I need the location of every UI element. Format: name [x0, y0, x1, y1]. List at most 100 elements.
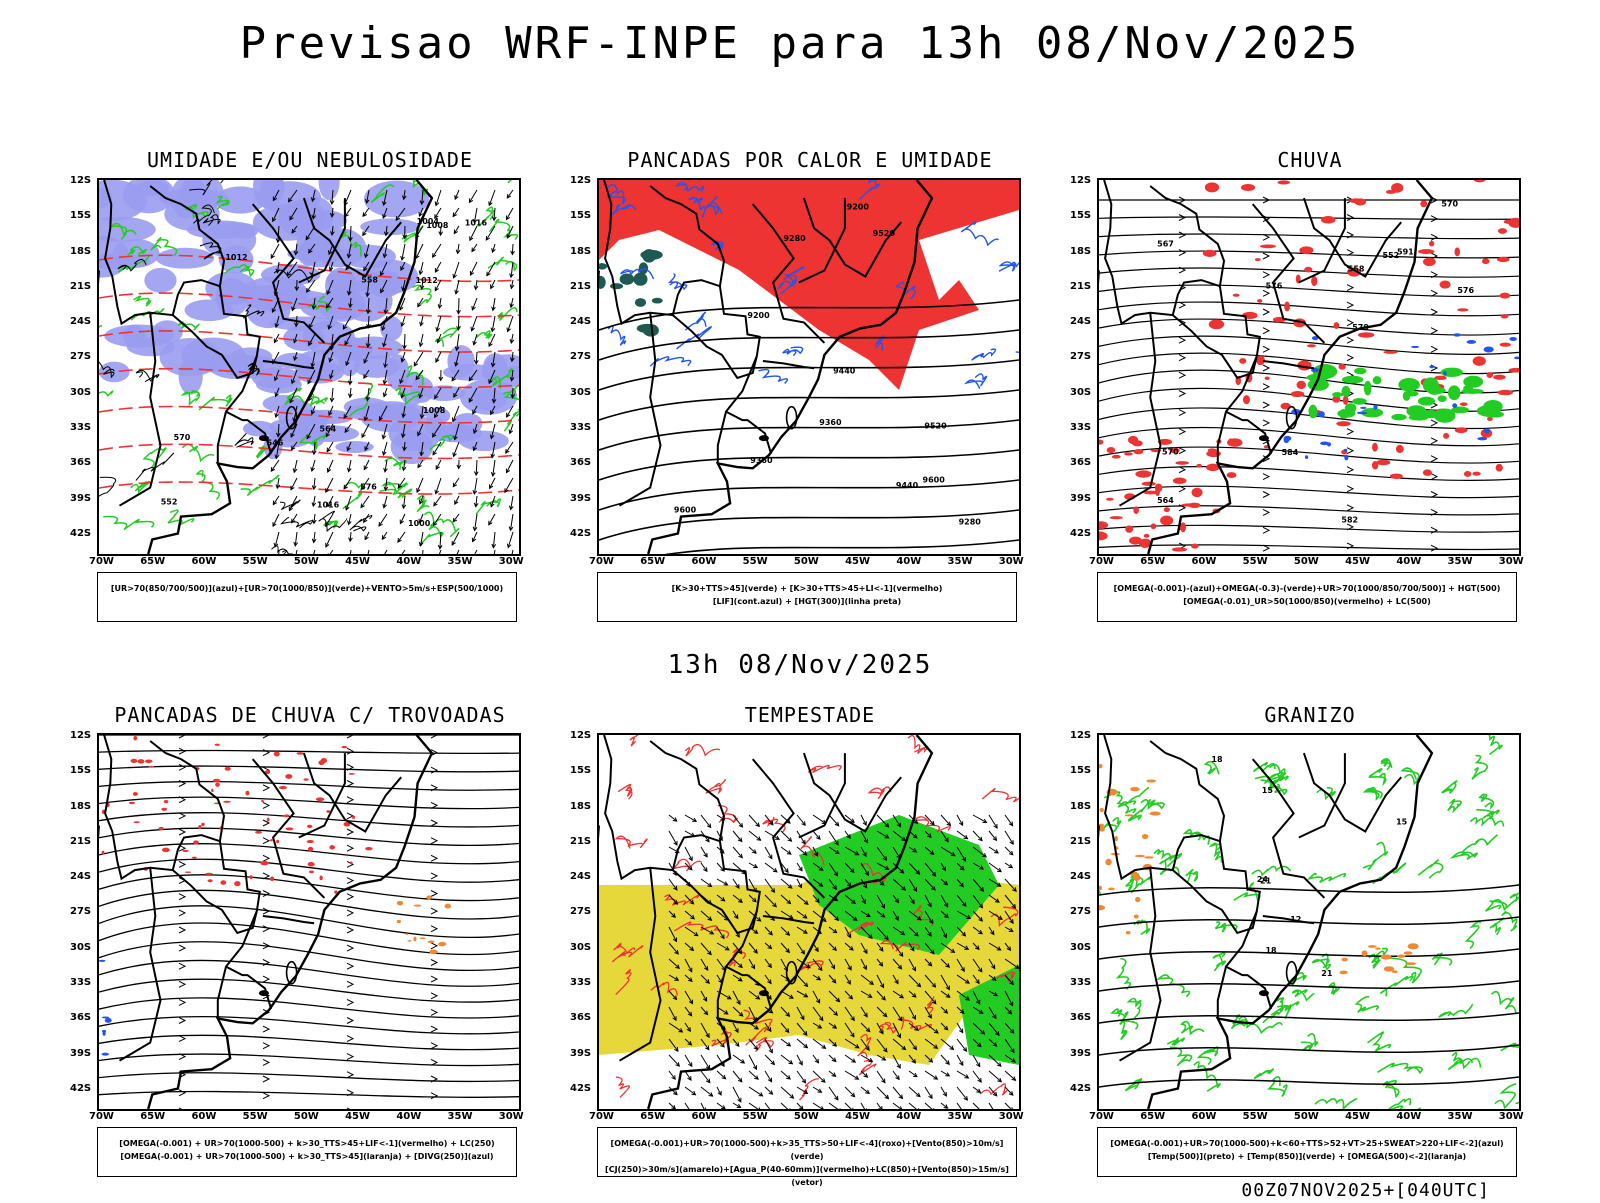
lon-tick-label: 35W — [1448, 556, 1473, 567]
lat-tick-label: 33S — [70, 977, 91, 988]
contour-label: 9280 — [959, 518, 982, 527]
lat-tick-label: 36S — [1070, 1012, 1091, 1023]
lat-tick-label: 12S — [1070, 175, 1091, 186]
lon-tick-label: 35W — [948, 1111, 973, 1122]
lat-tick-label: 27S — [1070, 351, 1091, 362]
lat-tick-label: 30S — [1070, 942, 1091, 953]
contour-label: 1016 — [317, 500, 340, 509]
contour-label: 18 — [1265, 946, 1277, 955]
contour-label: 570 — [1162, 447, 1179, 456]
contour-label: 21 — [1321, 969, 1333, 978]
lat-tick-label: 21S — [70, 281, 91, 292]
legend-line: [LIF](cont.azul) + [HGT(300)](linha pret… — [598, 595, 1016, 608]
lon-tick-label: 60W — [691, 1111, 716, 1122]
contour-label: 18 — [1211, 755, 1223, 764]
lon-tick-label: 45W — [345, 556, 370, 567]
lat-tick-label: 42S — [70, 528, 91, 539]
lon-tick-label: 45W — [345, 1111, 370, 1122]
lat-tick-label: 18S — [1070, 801, 1091, 812]
contour-label: 9360 — [819, 418, 842, 427]
lon-tick-label: 65W — [140, 556, 165, 567]
lon-tick-label: 35W — [448, 1111, 473, 1122]
legend-box: [K>30+TTS>45](verde) + [K>30+TTS>45+LI<-… — [597, 572, 1017, 622]
lat-tick-label: 21S — [1070, 281, 1091, 292]
contour-label: 15 — [1396, 817, 1408, 826]
lon-tick-label: 50W — [794, 556, 819, 567]
legend-line: [CJ(250)>30m/s](amarelo)+[Agua_P(40-60mm… — [598, 1163, 1016, 1189]
lat-tick-label: 12S — [1070, 730, 1091, 741]
panel-title: PANCADAS POR CALOR E UMIDADE — [570, 148, 1050, 172]
lon-tick-label: 50W — [294, 556, 319, 567]
lat-tick-label: 27S — [570, 906, 591, 917]
lon-tick-label: 35W — [1448, 1111, 1473, 1122]
lon-tick-label: 30W — [499, 556, 524, 567]
lat-tick-label: 27S — [1070, 906, 1091, 917]
lat-tick-label: 36S — [70, 1012, 91, 1023]
lon-tick-label: 35W — [948, 556, 973, 567]
lat-tick-label: 30S — [1070, 387, 1091, 398]
lon-tick-label: 45W — [1345, 556, 1370, 567]
lon-tick-label: 45W — [845, 556, 870, 567]
lat-tick-label: 39S — [1070, 1048, 1091, 1059]
legend-box: [OMEGA(-0.001)+UR>70(1000-500)+k>35_TTS>… — [597, 1127, 1017, 1177]
lon-tick-label: 70W — [89, 1111, 114, 1122]
lon-tick-label: 50W — [1294, 1111, 1319, 1122]
lon-tick-label: 55W — [1243, 1111, 1268, 1122]
legend-line: [OMEGA(-0.001)-(azul)+OMEGA(-0.3)-(verde… — [1098, 582, 1516, 595]
legend-line: [OMEGA(-0.001)+UR>70(1000-500)+k>35_TTS>… — [598, 1137, 1016, 1163]
lon-tick-label: 55W — [243, 1111, 268, 1122]
contour-label: 9440 — [833, 366, 856, 375]
lon-tick-label: 40W — [1396, 1111, 1421, 1122]
lat-tick-label: 27S — [70, 351, 91, 362]
contour-label: 576 — [360, 482, 377, 491]
contour-label: 1012 — [416, 276, 438, 285]
contour-label: 24 — [1257, 875, 1269, 884]
map-canvas — [99, 735, 519, 1109]
contour-label: 1012 — [225, 253, 247, 262]
lat-tick-label: 30S — [70, 942, 91, 953]
lat-tick-label: 33S — [1070, 422, 1091, 433]
legend-line: [OMEGA(-0.001) + UR>70(1000-500) + k>30_… — [98, 1150, 516, 1163]
lat-tick-label: 42S — [1070, 528, 1091, 539]
contour-label: 9600 — [674, 505, 697, 514]
lat-tick-label: 36S — [570, 457, 591, 468]
lat-tick-label: 24S — [70, 871, 91, 882]
lat-tick-label: 15S — [570, 765, 591, 776]
lat-tick-label: 39S — [70, 493, 91, 504]
lat-tick-label: 15S — [570, 210, 591, 221]
lon-tick-label: 60W — [191, 1111, 216, 1122]
map-canvas — [599, 735, 1019, 1109]
lat-tick-label: 15S — [70, 210, 91, 221]
lat-tick-label: 15S — [1070, 765, 1091, 776]
panel-title: UMIDADE E/OU NEBULOSIDADE — [70, 148, 550, 172]
lat-tick-label: 21S — [70, 836, 91, 847]
lat-tick-label: 12S — [70, 730, 91, 741]
lat-tick-label: 33S — [570, 422, 591, 433]
map-canvas: 1008101210161008101210161004100057657056… — [99, 180, 519, 554]
lon-tick-label: 65W — [1140, 556, 1165, 567]
contour-label: 552 — [161, 498, 178, 507]
lon-tick-label: 70W — [589, 556, 614, 567]
contour-label: 1000 — [408, 519, 431, 528]
lon-tick-label: 45W — [845, 1111, 870, 1122]
legend-line: [K>30+TTS>45](verde) + [K>30+TTS>45+LI<-… — [598, 582, 1016, 595]
lat-tick-label: 39S — [1070, 493, 1091, 504]
contour-label: 564 — [320, 425, 337, 434]
contour-label: 558 — [361, 276, 378, 285]
map-frame — [97, 733, 521, 1111]
contour-label: 9200 — [847, 202, 870, 211]
lon-tick-label: 70W — [589, 1111, 614, 1122]
lat-tick-label: 30S — [570, 387, 591, 398]
lon-tick-label: 50W — [794, 1111, 819, 1122]
lon-tick-label: 40W — [396, 1111, 421, 1122]
lon-tick-label: 40W — [1396, 556, 1421, 567]
lon-tick-label: 55W — [743, 1111, 768, 1122]
contour-label: 576 — [1457, 286, 1474, 295]
lat-tick-label: 42S — [570, 528, 591, 539]
lon-tick-label: 50W — [1294, 556, 1319, 567]
